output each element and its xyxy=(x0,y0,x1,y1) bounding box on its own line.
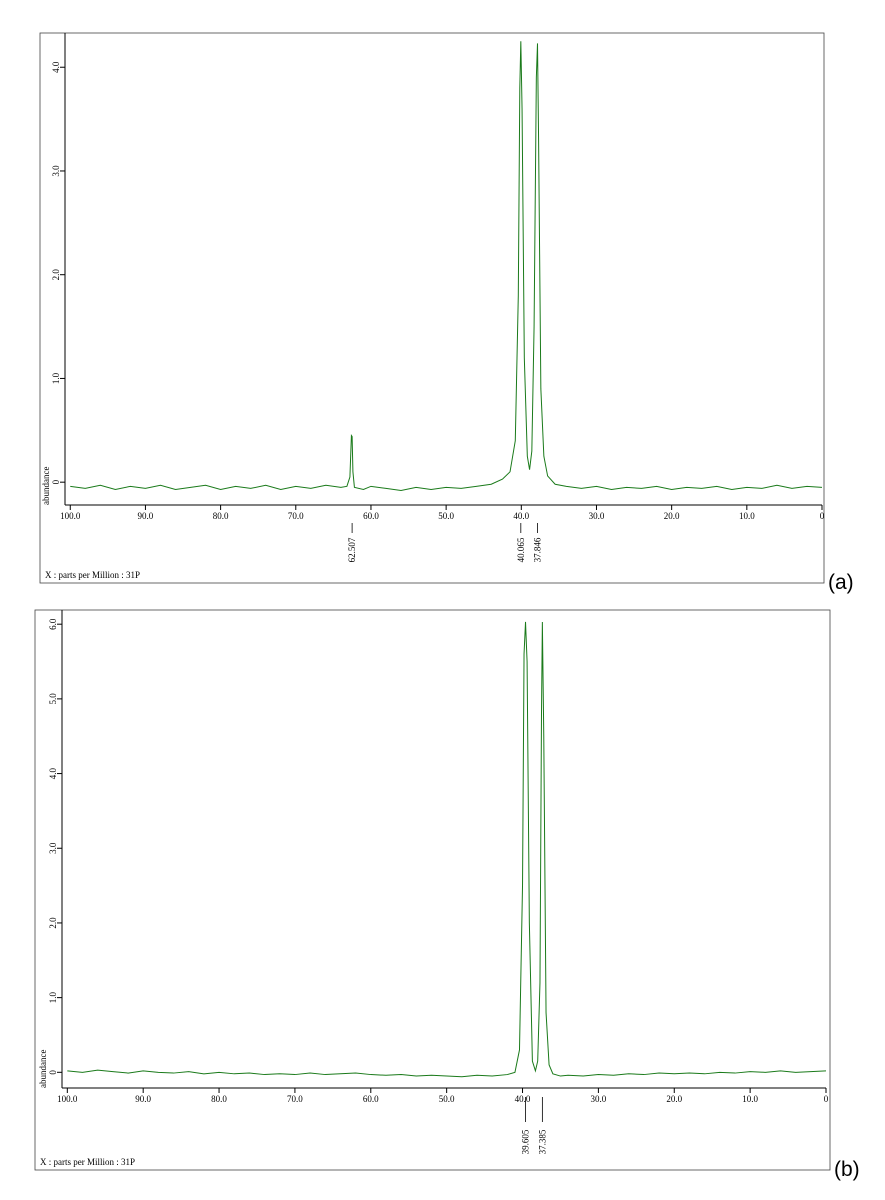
x-tick-label: 30.0 xyxy=(591,1094,607,1104)
x-tick-label: 30.0 xyxy=(589,511,605,521)
x-tick-label: 100.0 xyxy=(60,511,81,521)
y-tick-label: 5.0 xyxy=(48,693,58,705)
x-tick-label: 40.0 xyxy=(513,511,529,521)
x-tick-label: 50.0 xyxy=(438,511,454,521)
y-axis-label: abundance xyxy=(38,1050,48,1088)
peak-label: 37.846 xyxy=(532,537,542,562)
y-tick-label: 2.0 xyxy=(51,269,61,281)
x-tick-label: 100.0 xyxy=(57,1094,78,1104)
x-tick-label: 90.0 xyxy=(135,1094,151,1104)
peak-label: 39.605 xyxy=(521,1129,531,1154)
y-tick-label: 1.0 xyxy=(51,372,61,384)
frame xyxy=(39,32,825,584)
x-tick-label: 50.0 xyxy=(439,1094,455,1104)
x-axis-label: X : parts per Million : 31P xyxy=(45,570,140,580)
x-axis-label: X : parts per Million : 31P xyxy=(40,1157,135,1167)
x-tick-label: 0 xyxy=(824,1094,829,1104)
peak-label: 62.507 xyxy=(347,537,357,562)
y-tick-label: 6.0 xyxy=(48,618,58,630)
y-tick-label: 3.0 xyxy=(51,165,61,177)
x-tick-label: 40.0 xyxy=(515,1094,531,1104)
x-tick-label: 60.0 xyxy=(363,1094,379,1104)
spectrum-line xyxy=(67,621,827,1078)
spectrum-line xyxy=(70,41,823,491)
x-tick-label: 10.0 xyxy=(742,1094,758,1104)
y-tick-label: 0 xyxy=(48,1070,58,1075)
frame xyxy=(34,609,831,1171)
y-axis-label: abundance xyxy=(41,467,51,505)
peak-label: 40.065 xyxy=(516,537,526,562)
panel-label: (b) xyxy=(834,1158,860,1181)
y-tick-label: 2.0 xyxy=(48,917,58,929)
peak-label: 37.385 xyxy=(537,1129,547,1154)
y-tick-label: 4.0 xyxy=(51,61,61,73)
y-tick-label: 4.0 xyxy=(48,767,58,779)
x-tick-label: 80.0 xyxy=(211,1094,227,1104)
x-tick-label: 0 xyxy=(820,511,825,521)
x-tick-label: 70.0 xyxy=(287,1094,303,1104)
x-tick-label: 20.0 xyxy=(664,511,680,521)
x-tick-label: 10.0 xyxy=(739,511,755,521)
y-tick-label: 0 xyxy=(51,479,61,484)
y-tick-label: 1.0 xyxy=(48,992,58,1004)
x-tick-label: 90.0 xyxy=(138,511,154,521)
y-tick-label: 3.0 xyxy=(48,842,58,854)
x-tick-label: 70.0 xyxy=(288,511,304,521)
x-tick-label: 80.0 xyxy=(213,511,229,521)
x-tick-label: 20.0 xyxy=(666,1094,682,1104)
panel-label: (a) xyxy=(828,571,854,594)
x-tick-label: 60.0 xyxy=(363,511,379,521)
